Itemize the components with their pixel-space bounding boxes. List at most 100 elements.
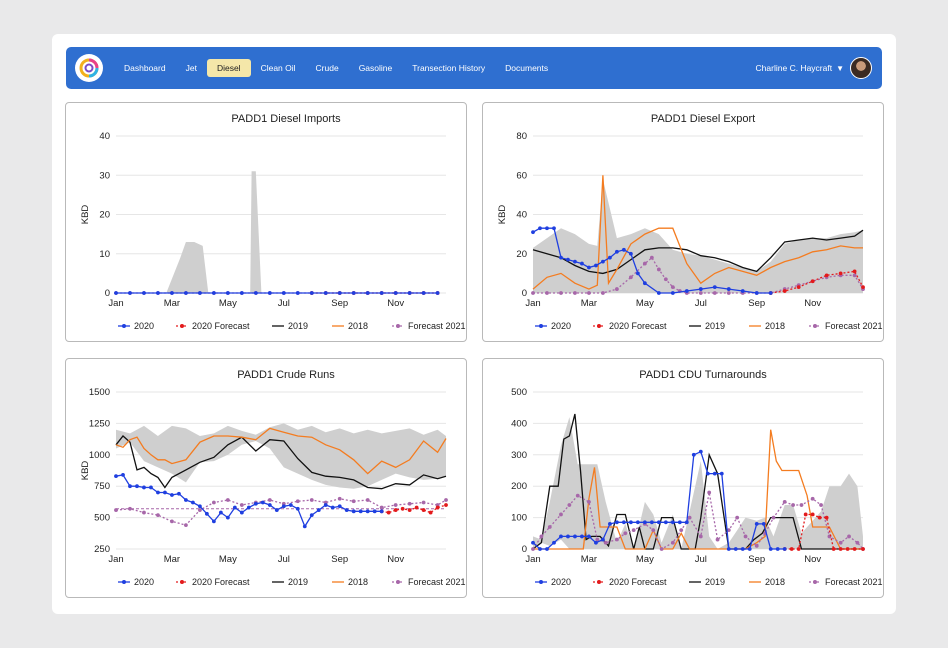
data-point-2020-forecast	[435, 505, 440, 510]
data-point-2020	[191, 500, 195, 505]
x-tick-label: Sep	[748, 554, 765, 565]
legend-item-2019[interactable]: 2019	[272, 321, 308, 331]
y-tick-label: 100	[511, 513, 527, 524]
data-point-forecast-2021	[575, 493, 580, 498]
nav-item-clean-oil[interactable]: Clean Oil	[260, 63, 296, 73]
nav-item-dashboard[interactable]: Dashboard	[124, 63, 166, 73]
legend-item-2020[interactable]: 2020	[535, 577, 571, 587]
x-tick-label: May	[219, 298, 237, 309]
legend-item-forecast-2021[interactable]: Forecast 2021	[392, 577, 466, 587]
data-point-2020	[670, 291, 675, 295]
data-point-2020	[365, 291, 370, 295]
data-point-2020	[656, 291, 661, 295]
data-point-2020	[712, 285, 717, 290]
nav-item-diesel[interactable]: Diesel	[206, 59, 251, 77]
data-point-2020-forecast	[796, 547, 801, 551]
legend-item-forecast-2021[interactable]: Forecast 2021	[809, 577, 883, 587]
data-point-2020	[309, 513, 314, 517]
legend-item-2018[interactable]: 2018	[749, 321, 785, 331]
caret-down-icon[interactable]: ▼	[836, 63, 844, 73]
series-line-2020-forecast	[770, 270, 864, 294]
nav-item-crude[interactable]: Crude	[315, 63, 339, 73]
data-point-2020	[274, 508, 279, 512]
data-point-2020-forecast	[824, 273, 829, 278]
x-tick-label: Mar	[164, 554, 180, 565]
data-point-forecast-2021	[631, 528, 636, 533]
nav-item-documents[interactable]: Documents	[505, 63, 549, 73]
data-point-2020-forecast	[824, 515, 829, 520]
y-tick-label: 20	[99, 210, 110, 221]
legend-item-2020-forecast[interactable]: 2020 Forecast	[593, 577, 667, 587]
data-point-2020	[121, 472, 125, 477]
avatar[interactable]	[850, 57, 872, 79]
data-point-forecast-2021	[855, 540, 860, 545]
data-point-forecast-2021	[659, 547, 664, 551]
data-point-2020	[435, 291, 440, 295]
legend-marker	[539, 580, 543, 584]
data-point-2020-forecast	[400, 506, 405, 511]
legend-item-2020[interactable]: 2020	[118, 577, 154, 587]
data-point-2020	[754, 291, 759, 295]
legend-item-2019[interactable]: 2019	[689, 577, 725, 587]
data-point-2020	[295, 291, 300, 295]
data-point-forecast-2021	[393, 503, 398, 507]
nav-item-transection-history[interactable]: Transection History	[412, 63, 486, 73]
user-menu[interactable]: Charline C. Haycraft ▼	[756, 47, 872, 89]
data-point-forecast-2021	[628, 275, 633, 280]
data-point-2020	[281, 504, 286, 509]
data-point-2020	[545, 547, 549, 551]
data-point-2020-forecast	[789, 547, 794, 551]
legend-item-2018[interactable]: 2018	[749, 577, 785, 587]
data-point-forecast-2021	[623, 531, 628, 536]
nav-item-gasoline[interactable]: Gasoline	[358, 63, 393, 73]
logo-icon	[79, 58, 99, 78]
data-point-2020-forecast	[838, 547, 843, 551]
app-logo[interactable]	[75, 54, 103, 82]
legend-item-2018[interactable]: 2018	[332, 321, 368, 331]
data-point-2020	[114, 291, 118, 295]
legend-item-2020-forecast[interactable]: 2020 Forecast	[176, 321, 250, 331]
chart-crude-runs: PADD1 Crude Runs 250 500 750 1000 1250 1500 Jan…	[80, 369, 466, 587]
data-point-2020	[705, 471, 710, 476]
legend-item-2019[interactable]: 2019	[272, 577, 308, 587]
x-tick-label: Jul	[695, 554, 707, 565]
x-tick-label: Jul	[278, 298, 290, 309]
data-point-2020	[635, 271, 640, 276]
legend-item-forecast-2021[interactable]: Forecast 2021	[809, 321, 883, 331]
legend-item-2020-forecast[interactable]: 2020 Forecast	[593, 321, 667, 331]
data-point-2020	[587, 265, 591, 270]
data-point-forecast-2021	[712, 291, 717, 295]
panel-diesel-export: PADD1 Diesel Export 0 20 40 60 80 Jan Mar May Jul…	[482, 102, 884, 342]
legend-item-2020[interactable]: 2020	[118, 321, 154, 331]
x-tick-label: May	[636, 554, 654, 565]
nav-item-jet[interactable]: Jet	[185, 63, 197, 73]
data-point-forecast-2021	[715, 537, 720, 542]
data-point-2020-forecast	[393, 508, 398, 512]
data-point-2020	[197, 504, 202, 509]
legend-item-2020[interactable]: 2020	[535, 321, 571, 331]
data-point-2020	[782, 547, 787, 551]
series-line-2018	[115, 427, 447, 475]
data-point-2020	[754, 521, 759, 526]
legend-marker	[180, 580, 184, 584]
y-tick-label: 1250	[89, 418, 110, 429]
data-point-forecast-2021	[559, 291, 563, 295]
data-point-2020	[225, 515, 230, 520]
data-point-2020	[337, 291, 342, 295]
data-point-2020	[656, 520, 661, 525]
data-point-2020	[135, 484, 139, 489]
data-point-forecast-2021	[128, 506, 132, 511]
data-point-2020	[775, 547, 780, 551]
legend-item-forecast-2021[interactable]: Forecast 2021	[392, 321, 466, 331]
x-tick-label: Jan	[525, 298, 540, 309]
legend-label: 2020	[134, 321, 154, 331]
data-point-2020	[351, 291, 356, 295]
legend-item-2019[interactable]: 2019	[689, 321, 725, 331]
data-point-2020	[594, 263, 598, 268]
data-point-forecast-2021	[799, 503, 804, 507]
legend-item-2018[interactable]: 2018	[332, 577, 368, 587]
y-tick-label: 0	[522, 544, 527, 555]
user-name[interactable]: Charline C. Haycraft	[755, 63, 833, 73]
legend-item-2020-forecast[interactable]: 2020 Forecast	[176, 577, 250, 587]
data-point-2020	[372, 509, 377, 514]
